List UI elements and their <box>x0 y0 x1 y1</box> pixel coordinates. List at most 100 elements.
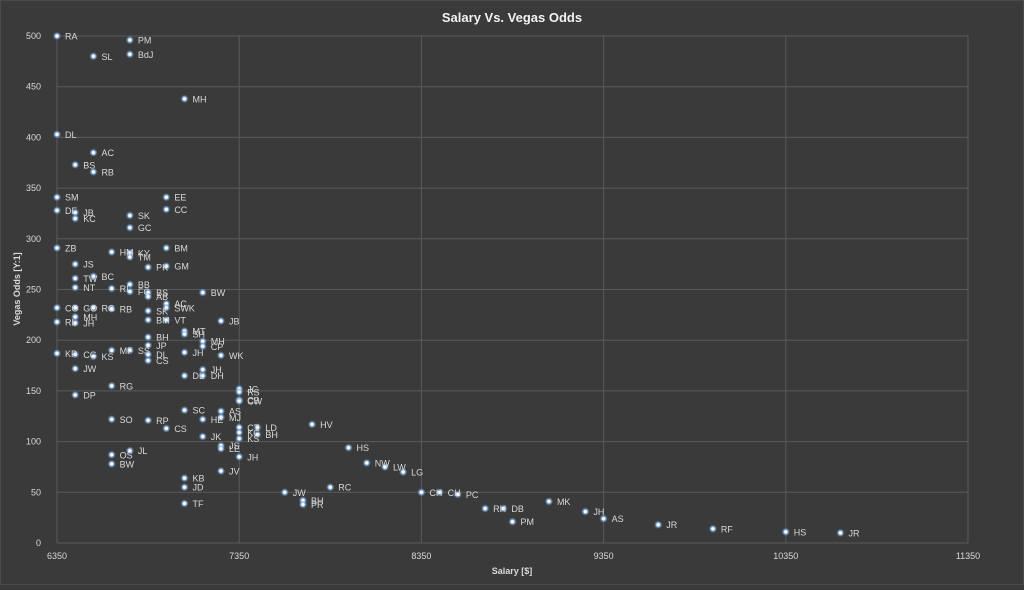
data-label: CH <box>429 488 442 498</box>
data-label: BM <box>156 315 170 325</box>
data-point-core <box>201 339 205 343</box>
data-point-core <box>401 470 405 474</box>
data-label: DL <box>65 130 77 140</box>
data-label: BdJ <box>138 50 154 60</box>
data-point-core <box>55 195 59 199</box>
data-point <box>162 315 171 325</box>
data-label: RG <box>120 381 134 391</box>
data-point <box>107 459 116 469</box>
data-label: CO <box>65 303 79 313</box>
data-point <box>107 450 116 459</box>
data-point-core <box>146 418 150 422</box>
data-label: JR <box>848 528 860 538</box>
data-label: JS <box>229 441 240 451</box>
data-point-core <box>201 434 205 439</box>
data-label: CG <box>83 350 97 360</box>
data-label: MH <box>83 312 97 322</box>
x-tick-label: 11350 <box>956 551 980 561</box>
data-label: GM <box>174 262 189 272</box>
data-point <box>143 350 153 359</box>
data-point <box>198 288 207 297</box>
data-point <box>52 193 62 202</box>
data-point <box>235 452 244 462</box>
data-label: ZB <box>65 243 77 253</box>
data-point-core <box>110 307 114 311</box>
data-point-core <box>128 226 132 230</box>
data-label: LD <box>265 423 277 433</box>
y-tick-label: 0 <box>36 538 41 548</box>
data-point-core <box>182 374 187 378</box>
data-point <box>235 434 244 443</box>
data-point <box>708 524 718 534</box>
data-point-core <box>182 408 187 412</box>
data-label: FC <box>138 287 150 297</box>
data-point-core <box>146 358 150 363</box>
data-point-core <box>73 321 77 325</box>
data-point <box>162 193 171 202</box>
data-point-core <box>91 151 96 155</box>
y-tick-label: 300 <box>26 234 41 244</box>
data-point-core <box>110 384 114 388</box>
data-label: TM <box>138 253 151 263</box>
data-point-core <box>55 246 59 250</box>
data-point <box>162 303 171 312</box>
data-point-core <box>73 210 77 215</box>
data-label: JS <box>83 260 94 270</box>
data-point-core <box>73 306 77 310</box>
data-point <box>654 520 663 529</box>
data-point-core <box>73 285 77 290</box>
data-point <box>71 318 80 328</box>
data-label: RH <box>493 504 506 514</box>
data-point-core <box>656 523 660 527</box>
data-point-core <box>301 502 305 507</box>
data-point <box>198 365 207 374</box>
data-point <box>508 517 517 526</box>
data-label: KC <box>83 214 96 224</box>
data-point-core <box>128 282 132 287</box>
gridlines <box>56 35 969 544</box>
data-point-core <box>73 216 77 221</box>
data-point-core <box>182 332 187 336</box>
data-point <box>52 31 62 41</box>
data-label: BC <box>101 272 114 282</box>
data-label: RG <box>101 303 115 313</box>
data-point <box>52 243 62 253</box>
data-label: KS <box>101 352 113 362</box>
data-label: BH <box>265 430 278 440</box>
data-point <box>143 315 153 325</box>
data-point-core <box>182 476 187 480</box>
data-point-core <box>146 343 150 347</box>
data-point <box>198 432 207 441</box>
data-label: AS <box>229 407 241 417</box>
data-point <box>107 346 116 355</box>
data-point-core <box>283 490 287 494</box>
data-point-core <box>501 506 505 511</box>
data-point <box>581 507 590 516</box>
data-label: KG <box>247 428 260 438</box>
data-point-core <box>128 52 132 56</box>
data-point <box>143 332 153 342</box>
y-tick-label: 400 <box>26 132 41 142</box>
data-label: LG <box>411 468 423 478</box>
data-point <box>344 443 353 452</box>
data-point-core <box>346 446 351 450</box>
data-label: DH <box>211 371 224 381</box>
data-point-core <box>182 97 187 101</box>
data-label: RC <box>338 483 351 493</box>
data-label: JW <box>293 488 307 498</box>
data-point <box>107 415 116 424</box>
data-point <box>52 130 62 139</box>
data-point <box>125 211 135 220</box>
y-tick-label: 100 <box>26 437 41 447</box>
data-point-core <box>164 207 168 211</box>
data-point-core <box>164 318 168 322</box>
data-label: VT <box>174 315 186 325</box>
data-point-core <box>237 425 241 430</box>
y-tick-label: 500 <box>26 31 41 41</box>
data-point <box>107 304 116 313</box>
data-point <box>480 504 490 513</box>
data-label: SC <box>193 406 206 416</box>
data-point-core <box>711 527 715 531</box>
data-point-core <box>602 517 606 521</box>
